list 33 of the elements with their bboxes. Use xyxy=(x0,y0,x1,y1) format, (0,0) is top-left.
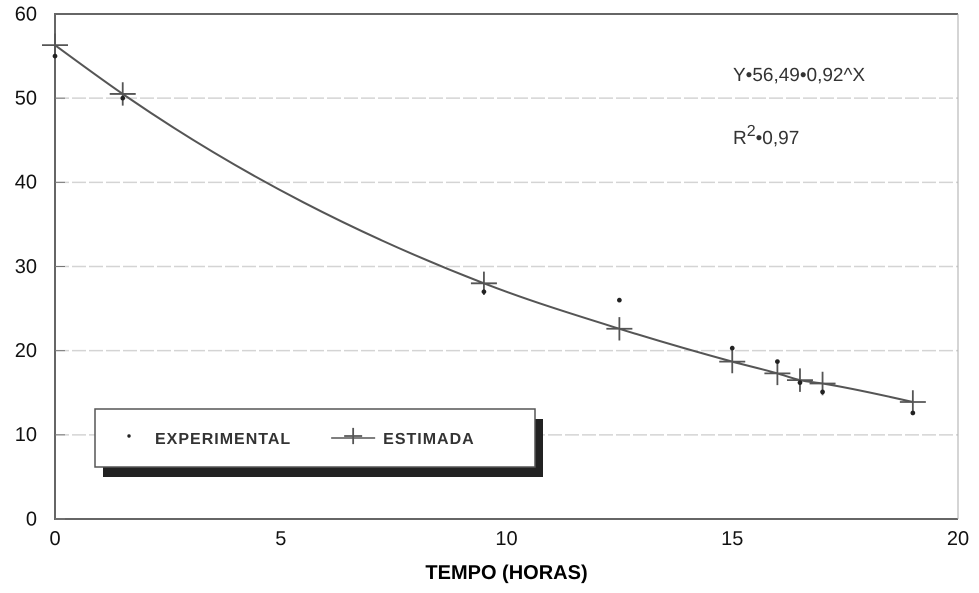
x-tick-label: 20 xyxy=(946,528,970,550)
point xyxy=(810,372,836,396)
point xyxy=(910,410,916,416)
x-tick-label: 0 xyxy=(49,528,61,550)
point xyxy=(719,350,746,374)
y-tick-label: 0 xyxy=(26,508,37,530)
x-tick-label: 15 xyxy=(721,528,744,550)
point xyxy=(110,82,136,106)
point xyxy=(775,359,780,364)
x-axis-title: TEMPO (HORAS) xyxy=(425,562,588,584)
y-tick-label: 50 xyxy=(14,88,37,110)
point xyxy=(120,96,126,101)
legend-label: EXPERIMENTAL xyxy=(155,431,292,448)
point xyxy=(730,346,735,351)
annotation: Y•56,49•0,92^X xyxy=(733,65,866,86)
point xyxy=(52,54,58,58)
y-tick-label: 30 xyxy=(14,256,37,278)
point xyxy=(482,289,486,294)
point xyxy=(606,317,632,340)
y-tick-label: 40 xyxy=(14,172,37,194)
annotation: R$^{2}$•0,97 xyxy=(733,122,800,149)
point xyxy=(470,272,497,296)
x-tick-label: 5 xyxy=(275,528,286,550)
y-tick-label: 10 xyxy=(14,424,37,446)
point xyxy=(820,390,825,394)
point xyxy=(786,368,813,392)
point xyxy=(764,362,790,386)
x-tick-label: 10 xyxy=(495,528,518,550)
legend-label: ESTIMADA xyxy=(383,431,475,448)
point xyxy=(798,380,802,386)
y-tick-label: 60 xyxy=(14,3,37,26)
y-tick-label: 20 xyxy=(14,340,37,362)
point xyxy=(617,298,622,303)
